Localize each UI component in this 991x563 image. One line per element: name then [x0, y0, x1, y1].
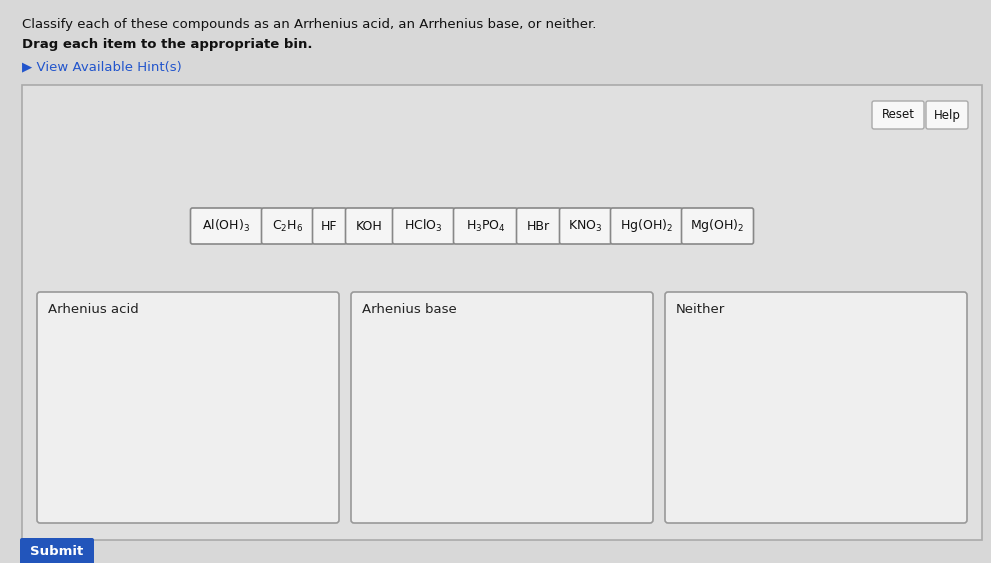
Text: Drag each item to the appropriate bin.: Drag each item to the appropriate bin. — [22, 38, 312, 51]
FancyBboxPatch shape — [682, 208, 753, 244]
FancyBboxPatch shape — [22, 85, 982, 540]
Text: Arhenius base: Arhenius base — [362, 303, 457, 316]
Text: HClO$_3$: HClO$_3$ — [404, 218, 443, 234]
Text: HF: HF — [321, 220, 338, 233]
Text: ▶ View Available Hint(s): ▶ View Available Hint(s) — [22, 60, 181, 73]
FancyBboxPatch shape — [665, 292, 967, 523]
FancyBboxPatch shape — [516, 208, 561, 244]
FancyBboxPatch shape — [926, 101, 968, 129]
Text: Submit: Submit — [31, 545, 83, 558]
FancyBboxPatch shape — [346, 208, 393, 244]
Text: Hg(OH)$_2$: Hg(OH)$_2$ — [620, 217, 673, 235]
FancyBboxPatch shape — [351, 292, 653, 523]
Text: Reset: Reset — [882, 109, 915, 122]
FancyBboxPatch shape — [560, 208, 611, 244]
FancyBboxPatch shape — [610, 208, 683, 244]
FancyBboxPatch shape — [454, 208, 517, 244]
Text: Help: Help — [934, 109, 960, 122]
FancyBboxPatch shape — [190, 208, 263, 244]
Text: Al(OH)$_3$: Al(OH)$_3$ — [202, 218, 251, 234]
Text: C$_2$H$_6$: C$_2$H$_6$ — [272, 218, 303, 234]
Text: KNO$_3$: KNO$_3$ — [568, 218, 603, 234]
Text: H$_3$PO$_4$: H$_3$PO$_4$ — [466, 218, 505, 234]
Text: KOH: KOH — [356, 220, 383, 233]
FancyBboxPatch shape — [37, 292, 339, 523]
FancyBboxPatch shape — [392, 208, 455, 244]
Text: HBr: HBr — [527, 220, 550, 233]
Text: Classify each of these compounds as an Arrhenius acid, an Arrhenius base, or nei: Classify each of these compounds as an A… — [22, 18, 597, 31]
FancyBboxPatch shape — [872, 101, 924, 129]
Text: Arhenius acid: Arhenius acid — [48, 303, 139, 316]
FancyBboxPatch shape — [20, 538, 94, 563]
FancyBboxPatch shape — [312, 208, 347, 244]
FancyBboxPatch shape — [262, 208, 313, 244]
Text: Mg(OH)$_2$: Mg(OH)$_2$ — [691, 217, 744, 235]
Text: Neither: Neither — [676, 303, 725, 316]
